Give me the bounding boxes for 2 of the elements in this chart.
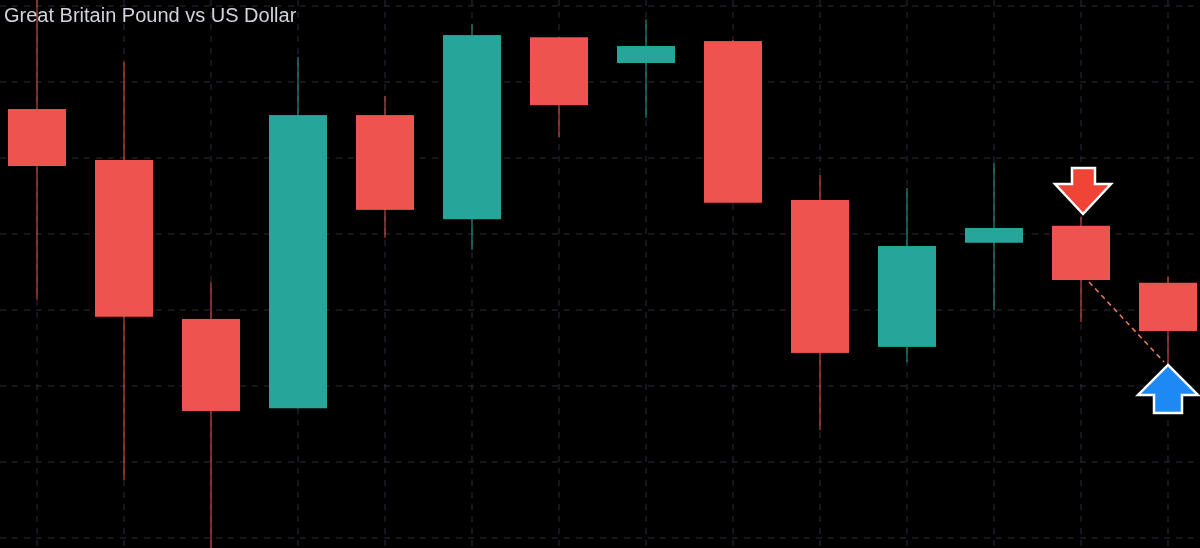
chart-title: Great Britain Pound vs US Dollar <box>4 4 297 26</box>
candlestick <box>965 162 1023 311</box>
